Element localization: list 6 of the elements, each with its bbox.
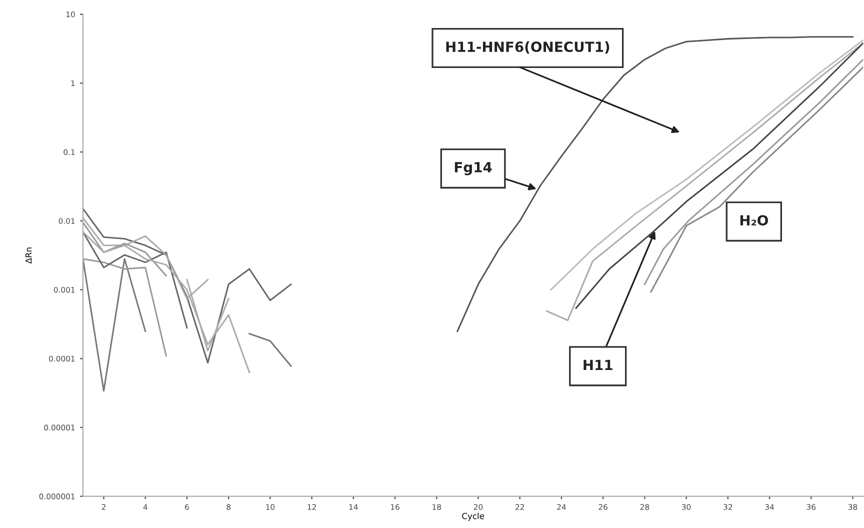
annotation: H11 <box>584 360 612 370</box>
annotation: H₂O <box>740 215 768 226</box>
x-axis-title: Cycle <box>462 512 484 521</box>
y-axis-title: ΔRn <box>25 248 32 264</box>
annotation: H11-HNF6(ONECUT1) <box>446 41 610 54</box>
annotation: Fg14 <box>454 162 492 176</box>
